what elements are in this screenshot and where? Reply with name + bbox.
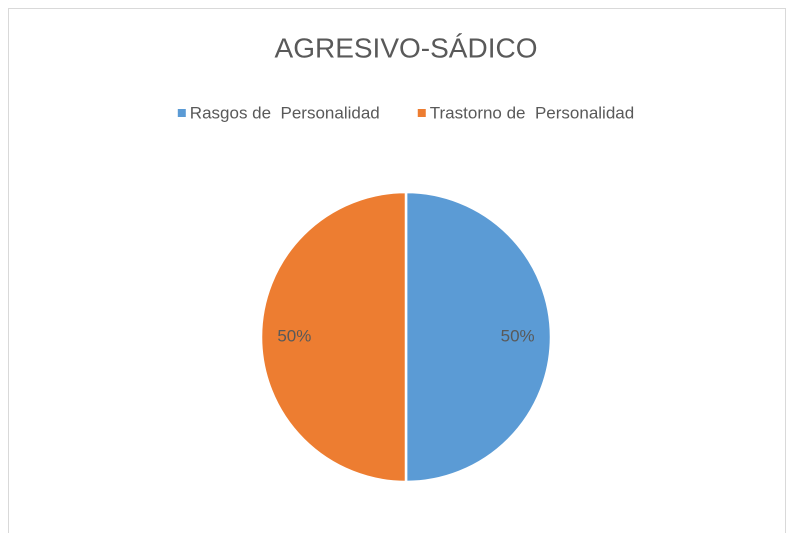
pie-slice — [404, 190, 553, 484]
legend-label: Rasgos de Personalidad — [190, 103, 380, 122]
legend-swatch — [417, 109, 426, 117]
chart-title: AGRESIVO-SÁDICO — [275, 32, 538, 63]
legend-swatch — [177, 109, 186, 117]
pie-slice — [259, 190, 408, 484]
data-label: 50% — [277, 326, 311, 345]
legend-label: Trastorno de Personalidad — [430, 103, 634, 122]
data-label: 50% — [501, 326, 535, 345]
